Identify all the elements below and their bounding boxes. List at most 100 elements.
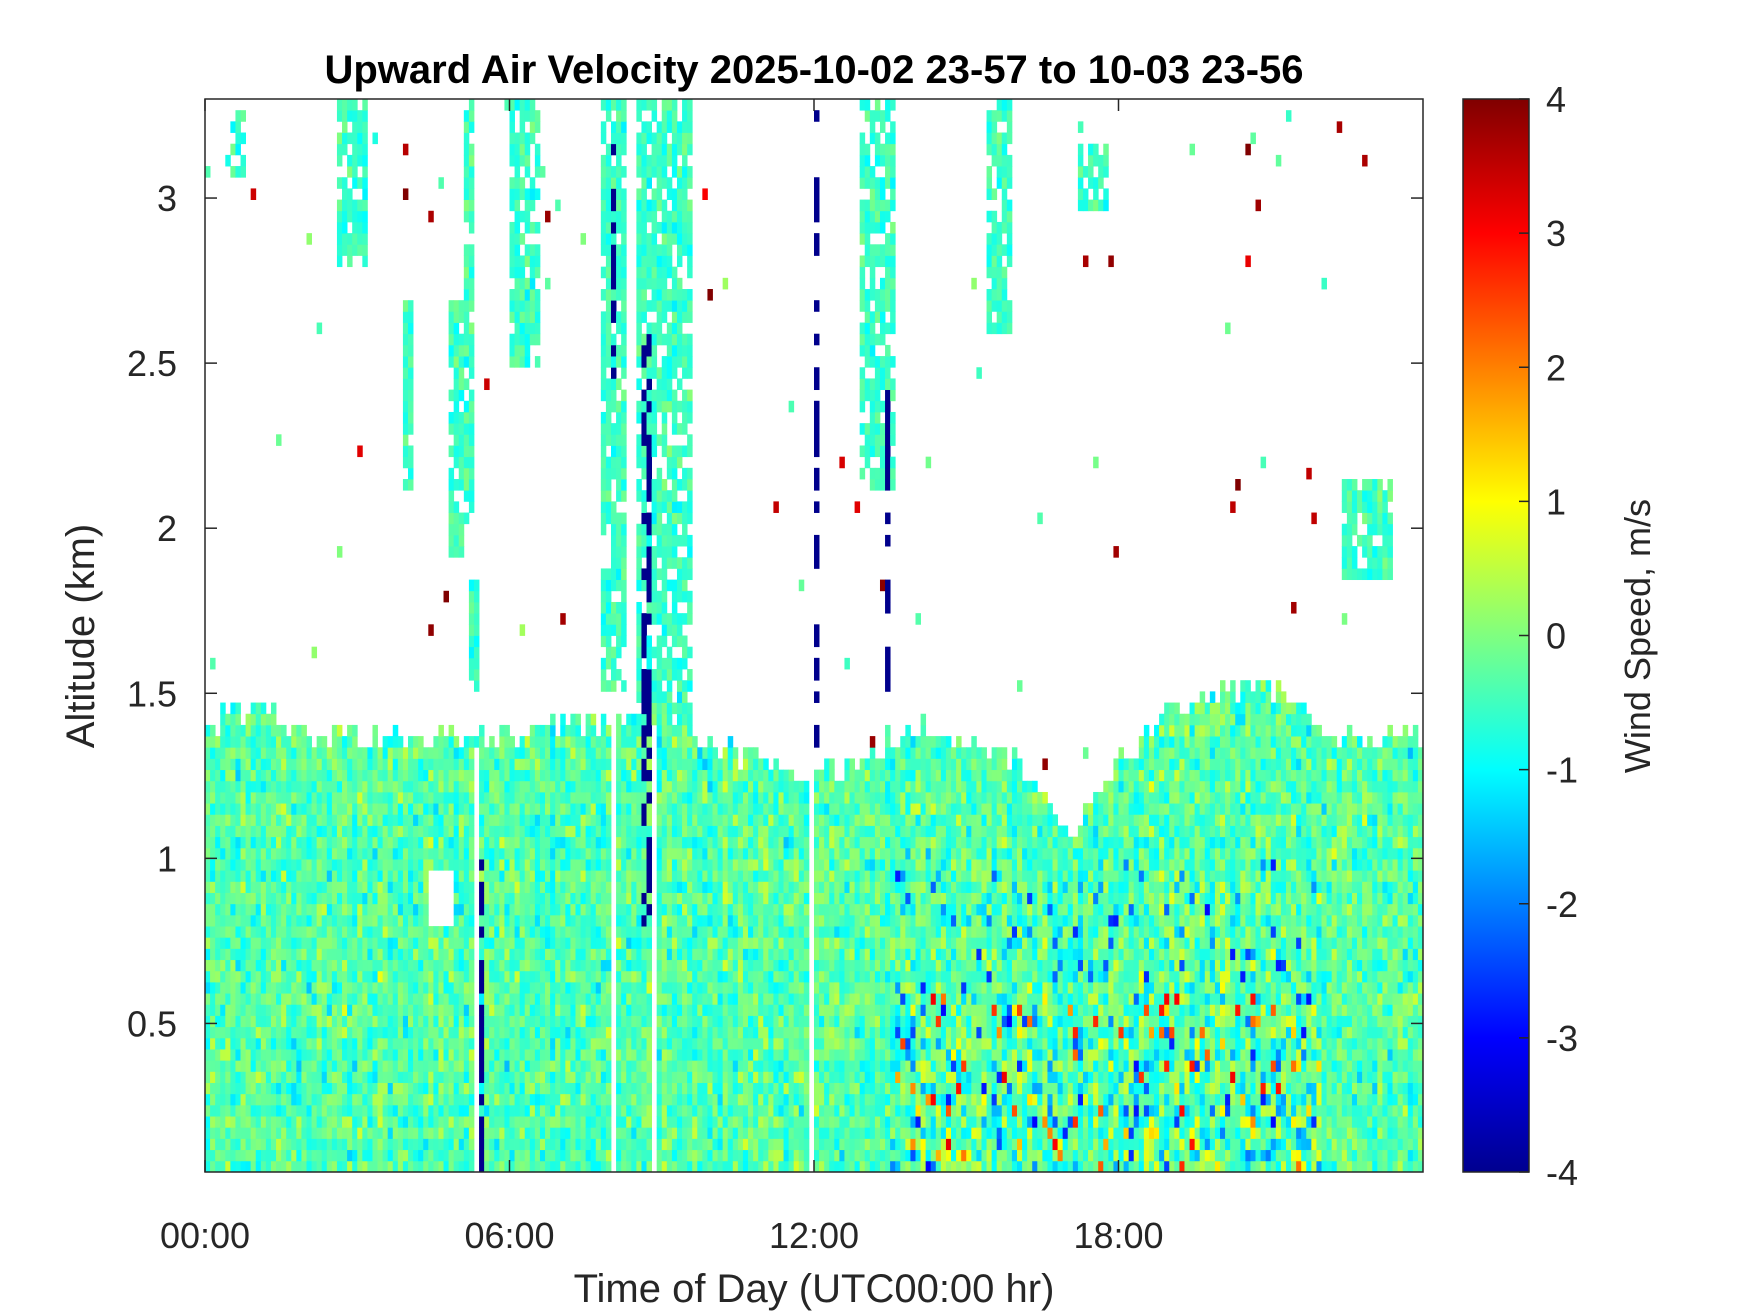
heatmap-cell xyxy=(402,1015,409,1028)
heatmap-cell xyxy=(484,959,490,972)
heatmap-cell xyxy=(443,1138,449,1151)
heatmap-cell xyxy=(311,1071,318,1083)
heatmap-cell xyxy=(372,1026,378,1039)
heatmap-cell xyxy=(255,892,262,905)
heatmap-cell xyxy=(270,736,277,748)
heatmap-cell xyxy=(616,1149,622,1162)
heatmap-cell xyxy=(509,110,515,122)
heatmap-cell xyxy=(286,859,292,871)
heatmap-cell xyxy=(494,1104,500,1117)
heatmap-cell xyxy=(463,892,470,905)
heatmap-cell xyxy=(616,747,622,759)
heatmap-cell xyxy=(463,277,470,290)
heatmap-cell xyxy=(281,1104,287,1117)
heatmap-cell xyxy=(616,993,622,1005)
heatmap-cell xyxy=(463,903,470,916)
heatmap-cell xyxy=(671,289,678,301)
heatmap-cell xyxy=(676,244,683,256)
heatmap-cell xyxy=(616,177,622,189)
heatmap-cell xyxy=(463,467,470,480)
heatmap-cell xyxy=(676,1049,683,1061)
heatmap-cell xyxy=(265,981,272,994)
heatmap-cell xyxy=(413,1060,419,1072)
heatmap-cell xyxy=(382,959,389,972)
heatmap-cell xyxy=(260,1049,267,1061)
heatmap-cell xyxy=(321,1026,328,1039)
heatmap-cell xyxy=(707,1149,713,1162)
heatmap-cell xyxy=(468,657,475,670)
heatmap-cell xyxy=(352,959,358,972)
heatmap-cell xyxy=(468,903,475,916)
heatmap-cell xyxy=(306,892,312,905)
heatmap-cell xyxy=(641,1004,647,1016)
heatmap-cell xyxy=(392,892,399,905)
heatmap-cell xyxy=(377,937,384,949)
heatmap-cell xyxy=(626,836,632,849)
heatmap-cell xyxy=(605,803,612,815)
heatmap-cell xyxy=(301,914,307,927)
heatmap-cell xyxy=(600,892,607,905)
heatmap-cell xyxy=(682,1071,688,1083)
heatmap-cell xyxy=(408,1015,414,1028)
heatmap-cell xyxy=(504,836,510,849)
heatmap-cell xyxy=(352,803,358,815)
heatmap-cell xyxy=(550,724,556,737)
heatmap-cell xyxy=(270,724,277,737)
heatmap-cell xyxy=(286,926,292,938)
heatmap-cell xyxy=(621,1149,627,1162)
heatmap-cell xyxy=(570,1149,576,1162)
heatmap-cell xyxy=(666,1015,673,1028)
heatmap-cell xyxy=(489,1160,495,1172)
heatmap-cell xyxy=(362,99,368,111)
heatmap-cell xyxy=(692,769,698,782)
heatmap-cell xyxy=(342,870,348,882)
heatmap-cell xyxy=(331,1071,338,1083)
heatmap-cell xyxy=(336,814,343,826)
heatmap-cell xyxy=(702,847,708,860)
heatmap-cell xyxy=(392,859,399,871)
heatmap-cell xyxy=(347,780,353,793)
heatmap-cell xyxy=(682,188,688,200)
heatmap-cell xyxy=(245,1015,252,1028)
heatmap-cell xyxy=(600,322,607,335)
heatmap-cell xyxy=(220,948,226,961)
heatmap-cell xyxy=(565,993,571,1005)
heatmap-cell xyxy=(484,1060,490,1072)
heatmap-cell xyxy=(362,825,368,838)
heatmap-cell xyxy=(210,791,216,804)
heatmap-cell xyxy=(392,1138,399,1151)
heatmap-cell xyxy=(281,803,287,815)
heatmap-cell xyxy=(671,657,678,670)
heatmap-cell xyxy=(590,1071,597,1083)
heatmap-cell xyxy=(697,970,703,983)
heatmap-cell xyxy=(676,333,683,346)
heatmap-cell xyxy=(357,780,363,793)
heatmap-cell xyxy=(235,143,241,156)
heatmap-cell xyxy=(367,1160,373,1172)
heatmap-cell xyxy=(646,512,652,525)
heatmap-cell xyxy=(352,199,358,212)
heatmap-cell xyxy=(671,356,678,368)
heatmap-cell xyxy=(240,903,246,916)
heatmap-cell xyxy=(245,769,252,782)
heatmap-cell xyxy=(555,970,561,983)
heatmap-cell xyxy=(519,1149,526,1162)
heatmap-cell xyxy=(301,959,307,972)
heatmap-cell xyxy=(616,423,622,435)
heatmap-cell xyxy=(453,881,460,893)
heatmap-cell xyxy=(504,881,510,893)
heatmap-cell xyxy=(682,568,688,581)
heatmap-cell xyxy=(387,892,394,905)
heatmap-cell xyxy=(651,613,658,625)
heatmap-cell xyxy=(296,1004,302,1016)
heatmap-cell xyxy=(377,903,384,916)
heatmap-cell xyxy=(509,244,515,256)
heatmap-cell xyxy=(352,836,358,849)
heatmap-cell xyxy=(291,1071,297,1083)
heatmap-cell xyxy=(352,892,358,905)
heatmap-cell xyxy=(509,948,515,961)
heatmap-cell xyxy=(336,825,343,838)
heatmap-cell xyxy=(225,791,231,804)
heatmap-cell xyxy=(600,959,607,972)
heatmap-cell xyxy=(311,981,318,994)
